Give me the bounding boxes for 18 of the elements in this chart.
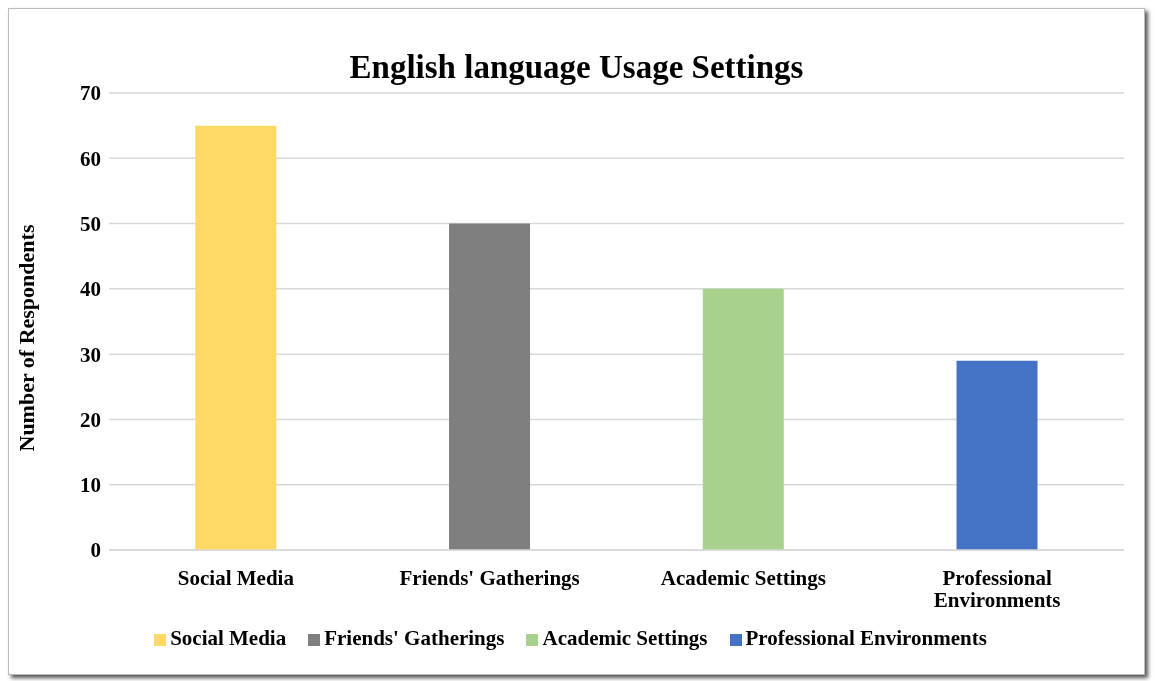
x-tick-label: Friends' Gatherings — [399, 565, 580, 590]
y-tick-label: 60 — [80, 146, 101, 171]
x-tick-label: Academic Settings — [660, 565, 826, 590]
legend-label: Professional Environments — [745, 626, 987, 650]
y-tick-label: 50 — [80, 212, 101, 237]
y-tick-label: 10 — [80, 473, 101, 498]
chart-title: English language Usage Settings — [348, 48, 805, 85]
y-axis-title: Number of Respondents — [13, 224, 39, 452]
y-tick-label: 40 — [80, 277, 101, 302]
y-tick-label: 30 — [80, 342, 101, 367]
legend-label: Social Media — [170, 626, 287, 650]
x-tick-label: Social Media — [177, 565, 295, 590]
legend-label: Friends' Gatherings — [324, 626, 505, 650]
y-tick-label: 20 — [80, 407, 101, 432]
legend-label: Academic Settings — [542, 626, 708, 650]
y-tick-label: 0 — [90, 538, 101, 563]
y-tick-label: 70 — [80, 81, 101, 106]
x-tick-label: Professional Environments — [933, 565, 1061, 612]
